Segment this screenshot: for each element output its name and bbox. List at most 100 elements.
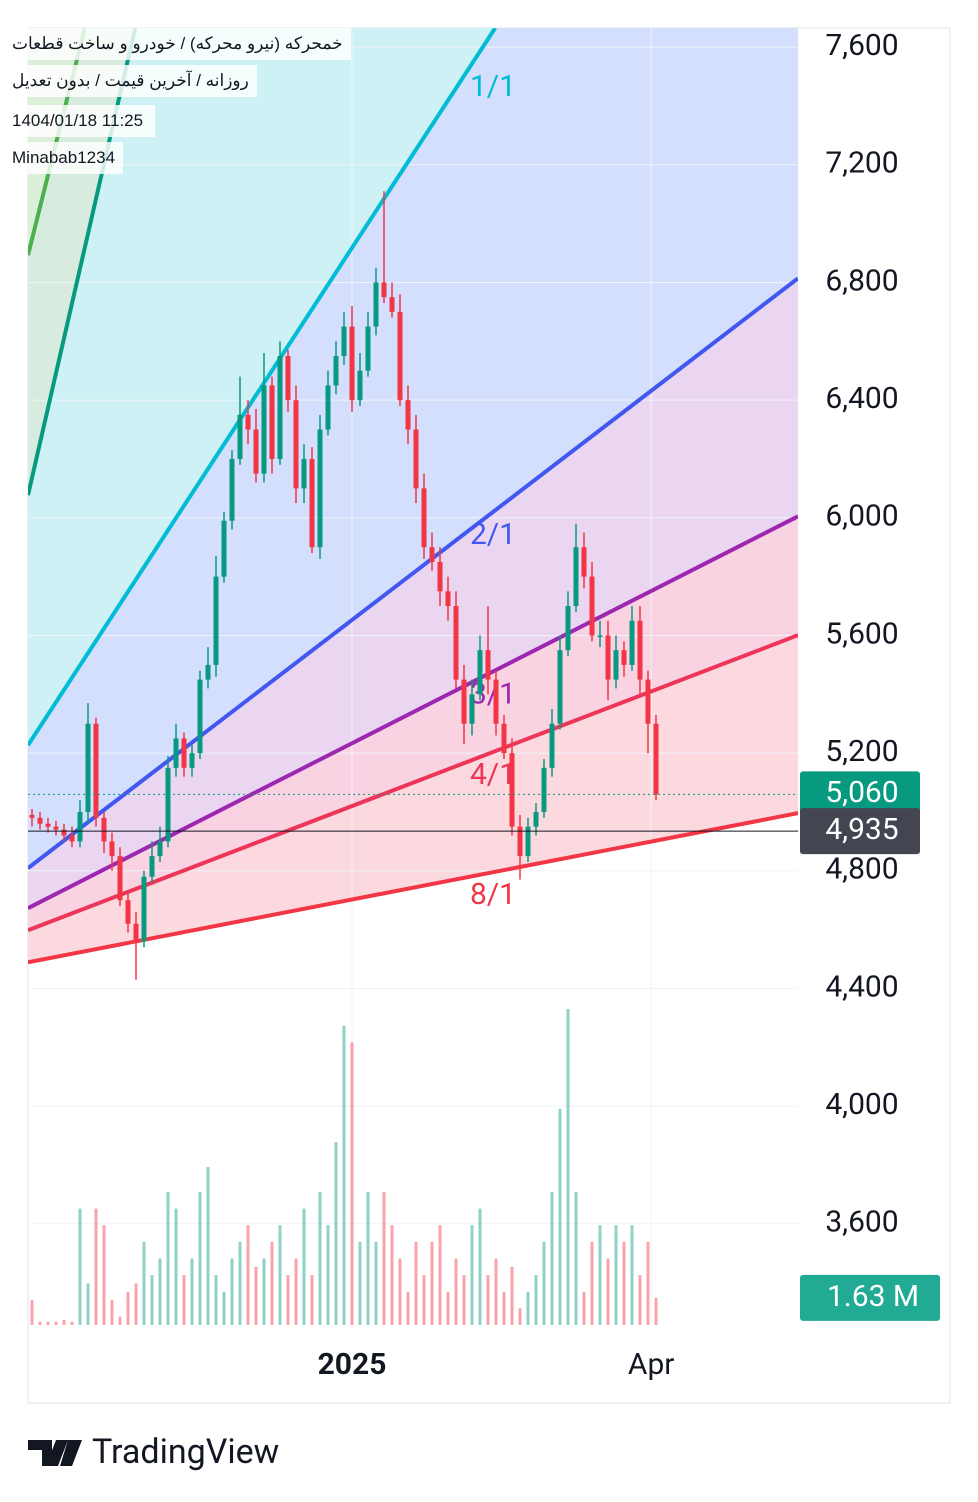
candle-body (229, 458, 235, 521)
candle-body (653, 723, 659, 795)
candle-body (453, 606, 459, 680)
volume-bar (438, 1225, 442, 1325)
candle-body (189, 753, 195, 768)
candle-body (373, 282, 379, 327)
candle-body (349, 326, 355, 401)
volume-bar (550, 1191, 554, 1325)
candle-body (357, 370, 363, 401)
y-tick-label: 7,200 (825, 146, 898, 181)
volume-bar (406, 1291, 410, 1325)
volume-bar (86, 1283, 90, 1325)
x-tick-label: 2025 (318, 1347, 387, 1382)
candle-body (277, 356, 283, 459)
candle-body (397, 311, 403, 401)
volume-bar (422, 1275, 426, 1325)
candle-body (525, 826, 531, 857)
candle-body (133, 923, 139, 942)
candle-body (269, 385, 275, 459)
logo: TradingView (28, 1432, 279, 1472)
fan-line (28, 514, 798, 910)
candle-body (237, 414, 243, 459)
candle-body (61, 829, 67, 836)
candle-body (485, 650, 491, 680)
symbol: خمحرکه (نیرو محرکه) / خودرو و ساخت قطعات (4, 28, 351, 60)
volume-bar (110, 1300, 114, 1325)
candle-body (533, 811, 539, 827)
candle-body (549, 723, 555, 768)
last-price-box (800, 771, 920, 818)
candle-body (29, 814, 35, 818)
candle-body (381, 282, 387, 298)
volume-bar (182, 1275, 186, 1325)
volume-bar (238, 1241, 242, 1325)
y-tick-label: 4,400 (825, 969, 898, 1004)
candle-body (205, 664, 211, 680)
candle-body (493, 679, 499, 724)
candle-body (101, 817, 107, 842)
volume-bar (590, 1241, 594, 1325)
volume-bar (390, 1225, 394, 1325)
candle-body (197, 679, 203, 754)
volume-bar (510, 1266, 514, 1325)
logo-mark (60, 1440, 82, 1466)
volume-bar (478, 1208, 482, 1325)
volume-bar (462, 1275, 466, 1325)
candle-body (461, 679, 467, 724)
volume-bar (366, 1191, 370, 1325)
interval: روزانه / آخرین قیمت / بدون تعدیل (4, 65, 257, 97)
volume-bar (454, 1258, 458, 1325)
fan-lines: 8/1 4/1 3/1 2/1 1/1 (28, 28, 798, 965)
candle-body (93, 723, 99, 818)
volume-bar (278, 1225, 282, 1325)
volume-bar (598, 1225, 602, 1325)
candle-body (605, 635, 611, 680)
candle-body (557, 650, 563, 724)
fan-label: 4/1 (470, 757, 516, 792)
brand: TradingView (92, 1432, 279, 1472)
crosshair-box (800, 808, 920, 855)
candle-body (317, 429, 323, 548)
candle-body (541, 767, 547, 812)
x-tick-label: Apr (628, 1347, 675, 1382)
volume-bar (62, 1320, 66, 1325)
volume-bar (606, 1258, 610, 1325)
fan-line (28, 633, 798, 933)
fan-line (28, 276, 798, 870)
volume-bar (646, 1241, 650, 1325)
candle-body (517, 826, 523, 857)
volume-bar (134, 1283, 138, 1325)
volume-bar (126, 1291, 130, 1325)
y-tick-label: 6,800 (825, 263, 898, 298)
candles (29, 191, 659, 980)
candle-body (109, 841, 115, 857)
volume-bar (70, 1321, 74, 1325)
volume-bar (270, 1241, 274, 1325)
volume-bar (654, 1297, 658, 1325)
volume-bar (486, 1275, 490, 1325)
volume-bar (166, 1191, 170, 1325)
volume-bar (102, 1225, 106, 1325)
volume-bar (342, 1025, 346, 1325)
candle-body (253, 429, 259, 474)
volume-bar (398, 1258, 402, 1325)
volume-bar (142, 1241, 146, 1325)
candle-body (429, 547, 435, 562)
volume-bar (558, 1108, 562, 1325)
volume-bar (470, 1225, 474, 1325)
candle-body (285, 356, 291, 401)
candle-body (629, 620, 635, 665)
volume-bar (358, 1241, 362, 1325)
candle-body (613, 650, 619, 680)
candle-body (445, 591, 451, 607)
candle-body (477, 650, 483, 695)
volume-bar (430, 1241, 434, 1325)
volume-bar (222, 1291, 226, 1325)
volume-bar (46, 1321, 50, 1325)
volume-bar (326, 1225, 330, 1325)
candle-body (261, 385, 267, 474)
volume-bar (414, 1241, 418, 1325)
volume-bar (374, 1241, 378, 1325)
volume-bar (190, 1258, 194, 1325)
volume-bar (302, 1208, 306, 1325)
